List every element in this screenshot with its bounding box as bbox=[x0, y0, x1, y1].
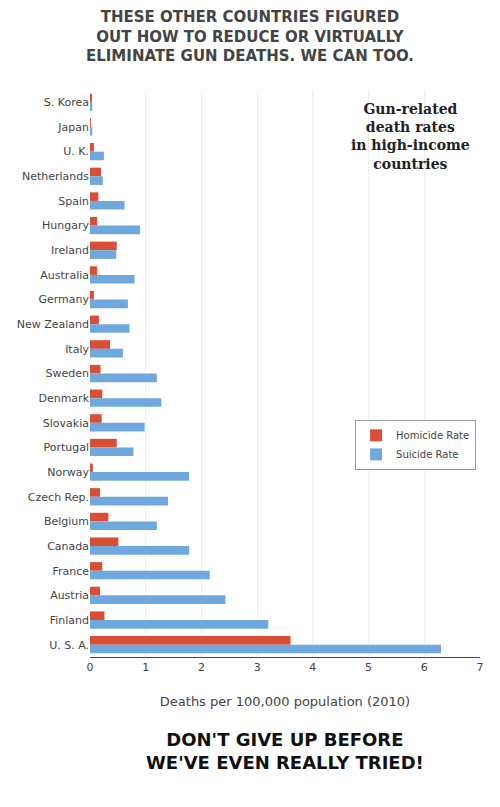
svg-text:U. K.: U. K. bbox=[63, 145, 89, 158]
svg-text:Canada: Canada bbox=[47, 540, 89, 553]
svg-text:S. Korea: S. Korea bbox=[44, 96, 89, 109]
svg-text:Belgium: Belgium bbox=[44, 515, 89, 528]
svg-text:Sweden: Sweden bbox=[46, 367, 89, 380]
svg-text:Australia: Australia bbox=[40, 269, 89, 282]
svg-text:Deaths per 100,000 population: Deaths per 100,000 population (2010) bbox=[160, 694, 410, 709]
svg-text:Portugal: Portugal bbox=[43, 441, 89, 454]
svg-text:4: 4 bbox=[309, 661, 316, 674]
svg-text:Homicide Rate: Homicide Rate bbox=[396, 430, 469, 441]
svg-text:1: 1 bbox=[142, 661, 149, 674]
svg-text:Gun-relateddeath ratesin high-: Gun-relateddeath ratesin high-incomecoun… bbox=[351, 101, 470, 172]
svg-text:5: 5 bbox=[365, 661, 372, 674]
svg-text:U. S. A.: U. S. A. bbox=[49, 639, 89, 652]
svg-text:Italy: Italy bbox=[65, 343, 89, 356]
svg-text:Slovakia: Slovakia bbox=[43, 417, 89, 430]
svg-text:Germany: Germany bbox=[38, 293, 89, 306]
svg-text:Hungary: Hungary bbox=[42, 219, 89, 232]
svg-text:Netherlands: Netherlands bbox=[22, 170, 89, 183]
svg-text:Finland: Finland bbox=[50, 614, 89, 627]
svg-text:DON'T GIVE UP BEFOREWE'VE EVEN: DON'T GIVE UP BEFOREWE'VE EVEN REALLY TR… bbox=[146, 729, 424, 773]
svg-text:0: 0 bbox=[87, 661, 94, 674]
svg-text:2: 2 bbox=[198, 661, 205, 674]
svg-text:3: 3 bbox=[254, 661, 261, 674]
svg-text:Austria: Austria bbox=[50, 589, 89, 602]
svg-text:France: France bbox=[52, 565, 89, 578]
svg-text:Suicide Rate: Suicide Rate bbox=[396, 449, 458, 460]
svg-text:Spain: Spain bbox=[58, 195, 89, 208]
svg-text:Japan: Japan bbox=[57, 121, 89, 134]
svg-text:Ireland: Ireland bbox=[51, 244, 89, 257]
svg-text:Norway: Norway bbox=[47, 466, 89, 479]
svg-text:6: 6 bbox=[421, 661, 428, 674]
svg-text:7: 7 bbox=[477, 661, 484, 674]
svg-text:Czech Rep.: Czech Rep. bbox=[28, 491, 89, 504]
svg-text:New Zealand: New Zealand bbox=[17, 318, 89, 331]
svg-text:Denmark: Denmark bbox=[38, 392, 89, 405]
svg-text:THESE OTHER COUNTRIES FIGUREDO: THESE OTHER COUNTRIES FIGUREDOUT HOW TO … bbox=[86, 8, 414, 65]
